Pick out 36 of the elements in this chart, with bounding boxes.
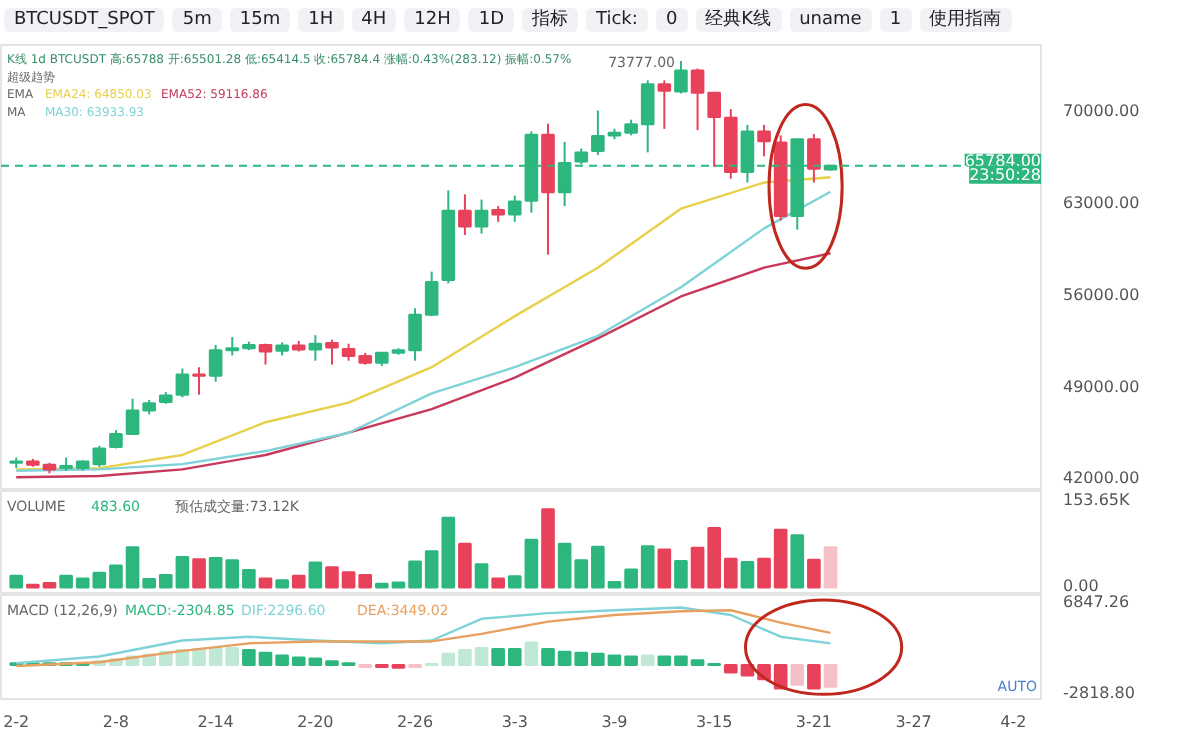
x-tick-label: 3-9 xyxy=(601,713,628,731)
text: 指标 xyxy=(522,8,579,32)
annotation: 23:50:28 xyxy=(969,165,1042,184)
text: 使用指南 xyxy=(919,8,1012,32)
y-tick-label: 63000.00 xyxy=(1063,194,1140,213)
text: 经典K线 xyxy=(695,8,782,32)
text: BTCUSDT_SPOT xyxy=(4,8,165,32)
text: uname xyxy=(789,8,872,32)
text: 12H xyxy=(404,8,461,32)
y-tick-label: 6847.26 xyxy=(1063,593,1130,611)
x-tick-label: 4-2 xyxy=(1000,713,1027,731)
text: 1H xyxy=(298,8,344,32)
y-tick-label: 70000.00 xyxy=(1063,102,1140,121)
text: 15m xyxy=(229,8,291,32)
text: 1D xyxy=(468,8,515,32)
text: 5m xyxy=(172,8,222,32)
y-tick-label: 153.65K xyxy=(1063,491,1131,510)
x-tick-label: 3-21 xyxy=(795,713,833,731)
x-tick-label: 2-20 xyxy=(297,713,334,731)
y-tick-label: 0.00 xyxy=(1063,577,1099,595)
y-tick-label: 42000.00 xyxy=(1063,469,1140,488)
ref-line-label: 65784.00 xyxy=(964,151,1041,170)
x-tick-label: 2-8 xyxy=(102,713,130,731)
x-tick-label: 3-27 xyxy=(895,713,932,731)
text: 0 xyxy=(655,8,688,32)
x-tick-label: 3-15 xyxy=(696,713,733,731)
text: Tick: xyxy=(586,8,648,32)
x-tick-label: 3-3 xyxy=(501,713,528,731)
x-tick-label: 2-2 xyxy=(3,713,30,731)
text: 4H xyxy=(351,8,397,32)
y-tick-label: 56000.00 xyxy=(1063,285,1140,304)
y-tick-label: -2818.80 xyxy=(1063,683,1135,702)
text: 1 xyxy=(879,8,912,32)
y-tick-label: 49000.00 xyxy=(1063,377,1140,396)
x-tick-label: 2-14 xyxy=(197,713,234,731)
x-tick-label: 2-26 xyxy=(396,713,434,731)
